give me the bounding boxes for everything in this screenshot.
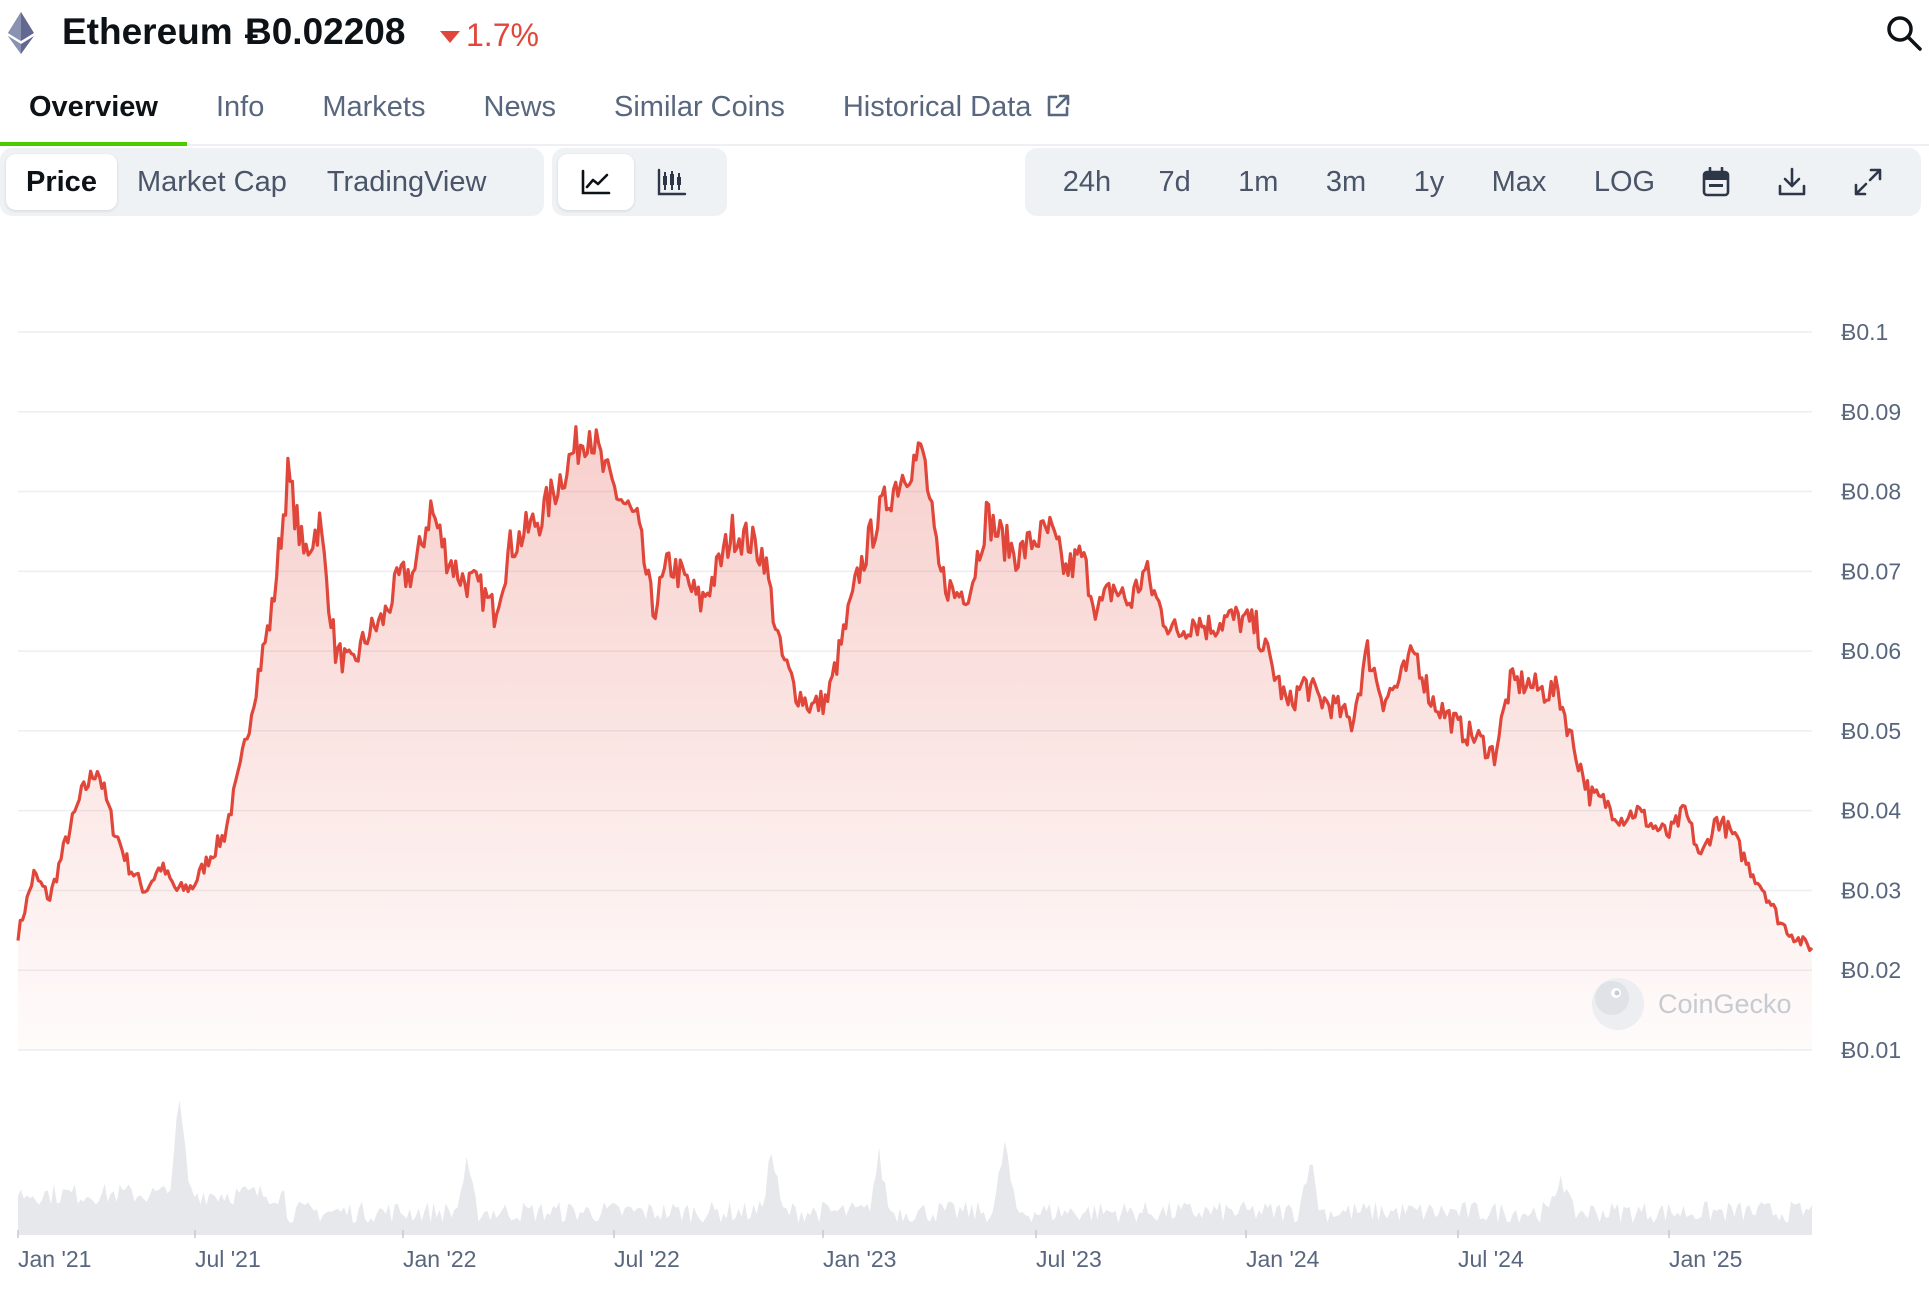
price-change-value: 1.7% — [466, 17, 539, 53]
view-mode-selector — [552, 148, 727, 216]
y-tick-label: Ƀ0.07 — [1841, 558, 1901, 584]
y-tick-label: Ƀ0.04 — [1841, 798, 1901, 824]
tab-news[interactable]: News — [455, 84, 586, 144]
tab-label: Info — [215, 91, 265, 123]
y-tick-label: Ƀ0.02 — [1841, 957, 1901, 983]
line-chart-button[interactable] — [558, 154, 634, 210]
range-3m-button[interactable]: 3m — [1325, 165, 1367, 198]
tab-label: Similar Coins — [614, 91, 785, 123]
range-24h-button[interactable]: 24h — [1062, 165, 1112, 198]
expand-button[interactable] — [1843, 154, 1893, 210]
download-icon — [1778, 167, 1806, 196]
tab-overview[interactable]: Overview — [0, 84, 187, 146]
candlestick-button[interactable] — [634, 154, 710, 210]
coin-name: Ethereum — [62, 11, 233, 52]
x-tick-label: Jul '21 — [195, 1246, 261, 1272]
tab-similar-coins[interactable]: Similar Coins — [585, 84, 814, 144]
x-tick-label: Jul '24 — [1458, 1246, 1524, 1272]
x-tick-label: Jan '25 — [1669, 1246, 1742, 1272]
coin-header: Ethereum Ƀ0.02208 1.7% — [0, 0, 1929, 66]
tab-label: News — [483, 91, 557, 123]
tab-markets[interactable]: Markets — [293, 84, 454, 144]
expand-icon — [1854, 168, 1882, 196]
tab-label: Overview — [29, 91, 158, 123]
download-button[interactable] — [1768, 154, 1816, 210]
market-cap-button[interactable]: Market Cap — [136, 165, 287, 198]
range-7d-button[interactable]: 7d — [1158, 165, 1191, 198]
x-tick-label: Jan '22 — [403, 1246, 476, 1272]
watermark-label: CoinGecko — [1658, 988, 1792, 1019]
range-selector: 24h 7d 1m 3m 1y Max LOG — [1025, 148, 1921, 216]
tradingview-button[interactable]: TradingView — [326, 165, 487, 198]
external-link-icon — [1048, 94, 1070, 117]
tab-historical-data[interactable]: Historical Data — [814, 84, 1101, 144]
coingecko-logo-icon — [1592, 978, 1644, 1030]
candlestick-icon — [657, 168, 687, 196]
tab-label: Historical Data — [842, 91, 1032, 123]
price-chart-svg[interactable]: Ƀ0.1 Ƀ0.09 Ƀ0.08 Ƀ0.07 Ƀ0.06 Ƀ0.05 Ƀ0.04 Ƀ0.03 Ƀ… — [0, 260, 1929, 1309]
x-tick-label: Jan '21 — [18, 1246, 91, 1272]
y-tick-label: Ƀ0.01 — [1841, 1037, 1901, 1063]
ethereum-icon — [8, 12, 34, 54]
price-chart[interactable]: Ƀ0.1 Ƀ0.09 Ƀ0.08 Ƀ0.07 Ƀ0.06 Ƀ0.05 Ƀ0.04 Ƀ0.03 Ƀ… — [0, 260, 1929, 1309]
x-tick-label: Jan '24 — [1246, 1246, 1320, 1272]
y-tick-label: Ƀ0.03 — [1841, 877, 1901, 903]
range-1m-button[interactable]: 1m — [1238, 165, 1279, 198]
tab-info[interactable]: Info — [187, 84, 293, 144]
tab-label: Markets — [322, 91, 426, 123]
chart-type-selector: Price Market Cap TradingView — [0, 148, 544, 216]
price-line[interactable] — [16, 425, 1814, 953]
price-change: 1.7% — [440, 15, 539, 55]
caret-down-icon — [440, 31, 460, 43]
y-tick-label: Ƀ0.1 — [1841, 319, 1888, 345]
search-icon[interactable] — [1885, 14, 1923, 52]
price-area-fill — [18, 426, 1812, 1050]
log-scale-button[interactable]: LOG — [1593, 165, 1656, 198]
line-chart-icon — [581, 169, 611, 195]
x-tick-label: Jul '23 — [1036, 1246, 1102, 1272]
x-tick-label: Jul '22 — [614, 1246, 680, 1272]
coin-price: Ƀ0.02208 — [245, 11, 406, 52]
volume-area — [18, 1100, 1812, 1235]
y-tick-label: Ƀ0.09 — [1841, 399, 1901, 425]
y-tick-label: Ƀ0.06 — [1841, 638, 1901, 664]
x-tick-label: Jan '23 — [823, 1246, 896, 1272]
coingecko-watermark: CoinGecko — [1592, 978, 1792, 1030]
coin-tabs: Overview Info Markets News Similar Coins… — [0, 84, 1929, 146]
calendar-icon — [1703, 167, 1730, 197]
range-1y-button[interactable]: 1y — [1413, 165, 1445, 198]
y-tick-label: Ƀ0.05 — [1841, 718, 1901, 744]
y-tick-label: Ƀ0.08 — [1841, 479, 1901, 505]
range-max-button[interactable]: Max — [1491, 165, 1547, 198]
calendar-button[interactable] — [1692, 154, 1740, 210]
price-button[interactable]: Price — [6, 154, 117, 210]
